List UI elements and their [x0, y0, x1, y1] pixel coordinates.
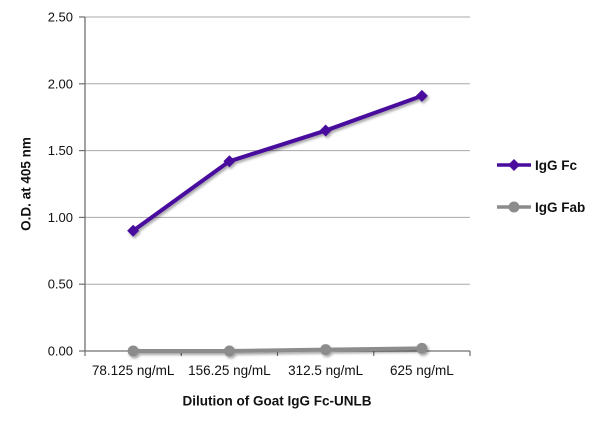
x-category-label: 625 ng/mL — [390, 363, 454, 378]
y-tick-label: 2.00 — [48, 76, 73, 91]
legend-item-igg-fab: IgG Fab — [496, 197, 585, 217]
data-point-circle — [416, 342, 428, 354]
data-point-diamond — [127, 224, 140, 237]
data-point-circle — [223, 345, 235, 357]
y-tick-label: 0.00 — [48, 344, 73, 359]
series-line — [131, 346, 424, 353]
x-category-label: 78.125 ng/mL — [92, 363, 175, 378]
data-point-diamond — [223, 155, 236, 168]
y-tick-label: 2.50 — [48, 10, 73, 25]
y-axis-title: O.D. at 405 nm — [18, 137, 34, 231]
data-point-diamond — [415, 89, 428, 102]
data-series — [127, 89, 428, 357]
series-igg-fab — [127, 342, 428, 357]
y-tick-label: 1.50 — [48, 143, 73, 158]
series-igg-fc — [127, 89, 428, 237]
x-axis-title: Dilution of Goat IgG Fc-UNLB — [182, 393, 372, 409]
legend: IgG Fc IgG Fab — [496, 155, 585, 239]
legend-label-igg-fc: IgG Fc — [535, 157, 578, 173]
axes — [79, 16, 471, 356]
y-tick-label: 0.50 — [48, 277, 73, 292]
tick-labels: 0.00 0.50 1.00 1.50 2.00 2.50 78.125 ng/mL 156.… — [48, 10, 455, 379]
gridlines — [85, 16, 470, 352]
data-point-diamond — [319, 124, 332, 137]
y-tick-label: 1.00 — [48, 210, 73, 225]
legend-item-igg-fc: IgG Fc — [496, 155, 585, 175]
series-line — [131, 93, 424, 233]
data-point-circle — [127, 345, 139, 357]
line-diamond-marker-icon — [497, 159, 531, 171]
legend-label-igg-fab: IgG Fab — [535, 199, 586, 215]
line-circle-marker-icon — [497, 201, 531, 213]
x-category-label: 156.25 ng/mL — [188, 363, 271, 378]
x-category-label: 312.5 ng/mL — [288, 363, 364, 378]
data-point-circle — [320, 344, 332, 356]
